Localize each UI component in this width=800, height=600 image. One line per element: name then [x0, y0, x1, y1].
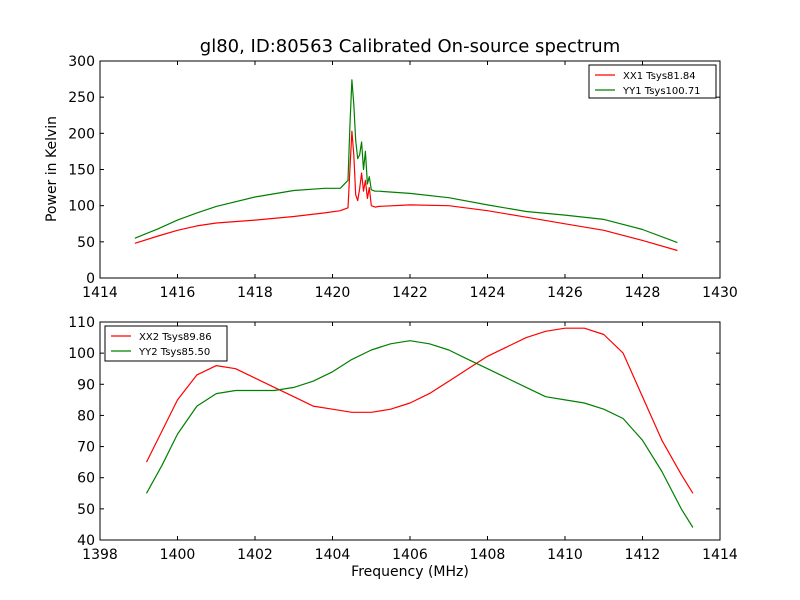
series-line-1-1 [134, 130, 678, 252]
legend-box [104, 325, 228, 362]
x-tick-label: 1424 [470, 285, 506, 301]
series-line-2-2 [145, 340, 694, 528]
x-tick-label: 1414 [702, 547, 738, 563]
x-tick-label: 1398 [82, 547, 118, 563]
y-tick-label: 60 [77, 471, 95, 487]
legend-label: YY1 Tsys100.71 [622, 86, 701, 97]
legend-label: XX2 Tsys89.86 [139, 332, 212, 343]
legend-label: YY2 Tsys85.50 [138, 347, 210, 358]
series-line-2-1 [145, 327, 694, 494]
x-tick-label: 1400 [160, 547, 196, 563]
x-tick-label: 1402 [237, 547, 273, 563]
x-tick-label: 1420 [315, 285, 351, 301]
y-tick-label: 110 [68, 315, 95, 331]
y-tick-label: 90 [77, 377, 95, 393]
y-tick-label: 40 [77, 533, 95, 549]
chart-title: gl80, ID:80563 Calibrated On-source spec… [200, 36, 620, 57]
x-axis-label: Frequency (MHz) [351, 564, 469, 580]
y-tick-label: 200 [68, 126, 95, 142]
x-tick-label: 1430 [702, 285, 738, 301]
x-tick-label: 1426 [547, 285, 583, 301]
x-tick-label: 1412 [625, 547, 661, 563]
x-tick-label: 1418 [237, 285, 273, 301]
y-tick-label: 100 [68, 199, 95, 215]
x-tick-label: 1416 [160, 285, 196, 301]
x-tick-label: 1414 [82, 285, 118, 301]
legend: XX2 Tsys89.86 YY2 Tsys85.50 [104, 325, 228, 362]
x-tick-label: 1408 [470, 547, 506, 563]
legend: XX1 Tsys81.84 YY1 Tsys100.71 [588, 64, 717, 99]
y-axis-label: Power in Kelvin [44, 116, 60, 222]
y-tick-label: 250 [68, 90, 95, 106]
y-tick-label: 0 [86, 271, 95, 287]
y-tick-label: 80 [77, 408, 95, 424]
x-tick-label: 1410 [547, 547, 583, 563]
x-tick-label: 1406 [392, 547, 428, 563]
y-tick-label: 70 [77, 440, 95, 456]
y-tick-label: 100 [68, 346, 95, 362]
legend-label: XX1 Tsys81.84 [623, 71, 696, 82]
y-tick-label: 50 [77, 235, 95, 251]
y-tick-label: 150 [68, 163, 95, 179]
legend-box [588, 64, 717, 99]
bottom-panel: 1398 1400 1402 1404 1406 1408 1410 1412 1414 40 50… [68, 315, 738, 580]
top-panel: 1414 1416 1418 1420 1422 1424 1426 1428 1430 0 50 1… [44, 54, 738, 301]
x-tick-label: 1422 [392, 285, 428, 301]
y-tick-label: 50 [77, 502, 95, 518]
x-tick-label: 1428 [625, 285, 661, 301]
series-line-1-2 [134, 79, 678, 244]
y-tick-label: 300 [68, 54, 95, 70]
x-tick-label: 1404 [315, 547, 351, 563]
